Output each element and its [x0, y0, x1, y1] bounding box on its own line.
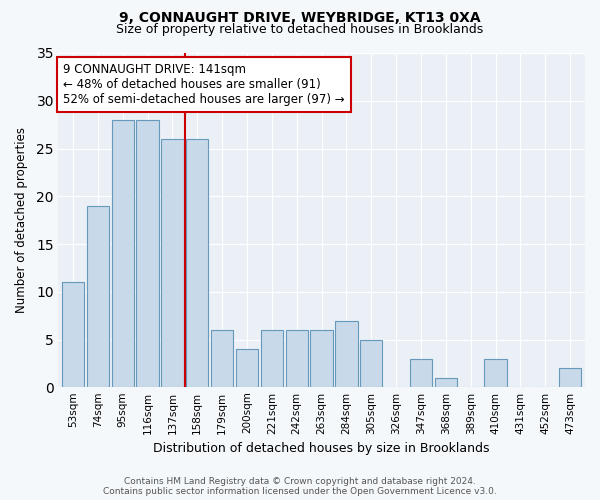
Bar [434, 378, 457, 388]
Bar [236, 349, 258, 388]
Bar [112, 120, 134, 388]
Bar [335, 320, 358, 388]
Bar [484, 358, 507, 388]
Text: Contains HM Land Registry data © Crown copyright and database right 2024.
Contai: Contains HM Land Registry data © Crown c… [103, 476, 497, 496]
Y-axis label: Number of detached properties: Number of detached properties [15, 127, 28, 313]
Text: Size of property relative to detached houses in Brooklands: Size of property relative to detached ho… [116, 22, 484, 36]
Bar [87, 206, 109, 388]
Text: 9 CONNAUGHT DRIVE: 141sqm
← 48% of detached houses are smaller (91)
52% of semi-: 9 CONNAUGHT DRIVE: 141sqm ← 48% of detac… [64, 63, 345, 106]
Bar [186, 139, 208, 388]
Bar [310, 330, 333, 388]
Bar [62, 282, 84, 388]
Bar [360, 340, 382, 388]
Bar [211, 330, 233, 388]
Bar [286, 330, 308, 388]
Bar [260, 330, 283, 388]
Bar [136, 120, 159, 388]
Bar [161, 139, 184, 388]
Text: 9, CONNAUGHT DRIVE, WEYBRIDGE, KT13 0XA: 9, CONNAUGHT DRIVE, WEYBRIDGE, KT13 0XA [119, 11, 481, 25]
X-axis label: Distribution of detached houses by size in Brooklands: Distribution of detached houses by size … [154, 442, 490, 455]
Bar [559, 368, 581, 388]
Bar [410, 358, 432, 388]
